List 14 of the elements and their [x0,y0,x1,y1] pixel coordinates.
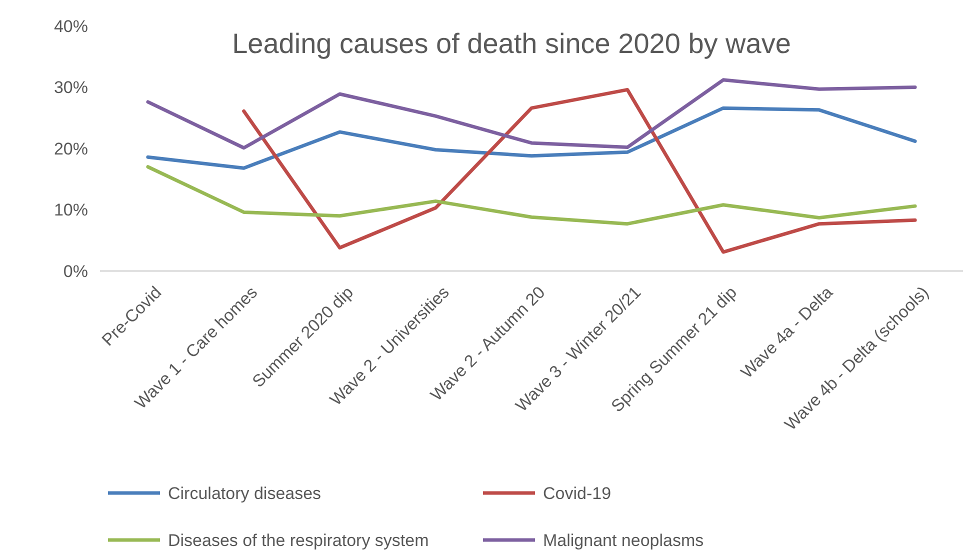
y-tick-label: 30% [54,78,88,98]
line-series [146,78,917,150]
line-series [242,88,917,254]
y-tick-label: 0% [63,262,88,281]
legend-label: Diseases of the respiratory system [168,530,429,550]
y-tick-label: 40% [54,16,88,36]
line-series [146,106,917,170]
legend-label: Circulatory diseases [168,484,322,503]
chart-title: Leading causes of death since 2020 by wave [232,28,791,59]
legend-label: Malignant neoplasms [543,530,704,550]
line-series [146,165,917,226]
legend-label: Covid-19 [543,484,612,503]
y-tick-label: 10% [54,200,88,220]
y-tick-label: 20% [54,139,88,158]
